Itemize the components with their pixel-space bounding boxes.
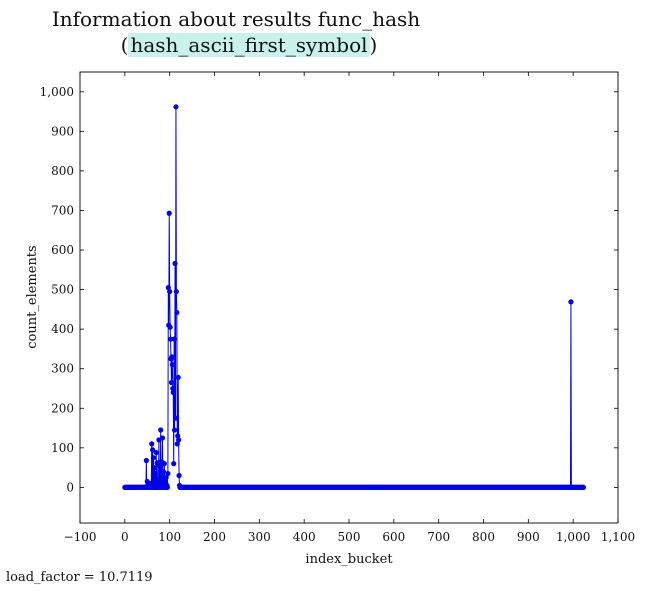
y-tick-label: 400 [51,322,74,336]
data-point [158,427,164,433]
x-tick-label: 900 [517,530,540,544]
y-tick-label: 1,000 [40,85,74,99]
subtitle-close-paren: ) [369,33,378,57]
data-point [157,463,163,469]
axis-ticks: −100 0 100 200 300 400 500 600 700 800 900 1,000 1,1… [40,72,635,544]
x-tick-label: 600 [382,530,405,544]
x-tick-label: −100 [64,530,97,544]
series-line [124,106,584,488]
data-point [174,309,180,316]
chart-subtitle: (hash_ascii_first_symbol) [0,33,498,57]
data-point [168,379,175,386]
x-axis-label: index_bucket [305,552,393,567]
x-tick-label: 400 [293,530,316,544]
chart-title: Information about results func_hash [51,7,421,31]
data-point [173,288,179,295]
data-point [171,336,177,342]
y-tick-label: 600 [51,243,74,257]
data-point [167,336,174,342]
data-point [176,472,182,479]
x-tick-label: 0 [121,530,129,544]
data-point [149,441,155,447]
data-point [155,476,161,483]
data-point [150,447,156,453]
x-tick-label: 1,100 [601,530,635,544]
data-point [143,457,149,464]
data-point [172,427,178,433]
data-point [176,437,182,443]
y-axis-label: count_elements [25,245,40,348]
subtitle-hash-name: hash_ascii_first_symbol [128,33,370,57]
data-point [152,470,158,477]
data-point [169,354,175,360]
x-tick-label: 100 [158,530,181,544]
y-tick-label: 300 [51,362,74,376]
data-point [175,433,181,439]
data-point [166,210,172,216]
data-point [162,478,168,485]
data-point [151,465,158,471]
y-tick-label: 200 [51,401,74,415]
data-point [164,484,171,490]
data-point [165,285,171,291]
data-point [173,104,179,110]
data-point [159,435,166,441]
data-point [568,299,574,305]
x-tick-label: 500 [338,530,361,544]
x-tick-label: 700 [427,530,450,544]
data-point [167,324,173,330]
subtitle-open-paren: ( [120,33,129,57]
y-tick-label: 100 [51,441,74,455]
y-tick-label: 700 [51,203,74,217]
x-tick-label: 1,000 [556,530,590,544]
data-point [163,474,169,481]
data-point [172,260,178,267]
data-point [160,468,166,475]
load-factor-text: load_factor = 10.7119 [6,570,153,585]
y-tick-label: 900 [51,124,74,138]
data-point [161,461,167,467]
y-tick-label: 0 [66,480,74,494]
x-tick-label: 300 [248,530,271,544]
data-point [153,449,159,456]
x-tick-label: 200 [203,530,226,544]
x-tick-label: 800 [472,530,495,544]
data-point [175,374,181,381]
data-point [170,389,176,396]
y-tick-label: 500 [51,283,74,297]
data-point [167,288,173,295]
data-point [169,362,175,368]
data-point [580,484,587,490]
data-point [170,385,176,392]
chart-marks [122,104,587,490]
data-point [148,480,154,487]
data-point [171,461,177,467]
data-point [172,415,179,421]
data-point [165,470,171,477]
data-point [174,441,180,447]
data-point [150,455,157,461]
y-tick-label: 800 [51,164,74,178]
